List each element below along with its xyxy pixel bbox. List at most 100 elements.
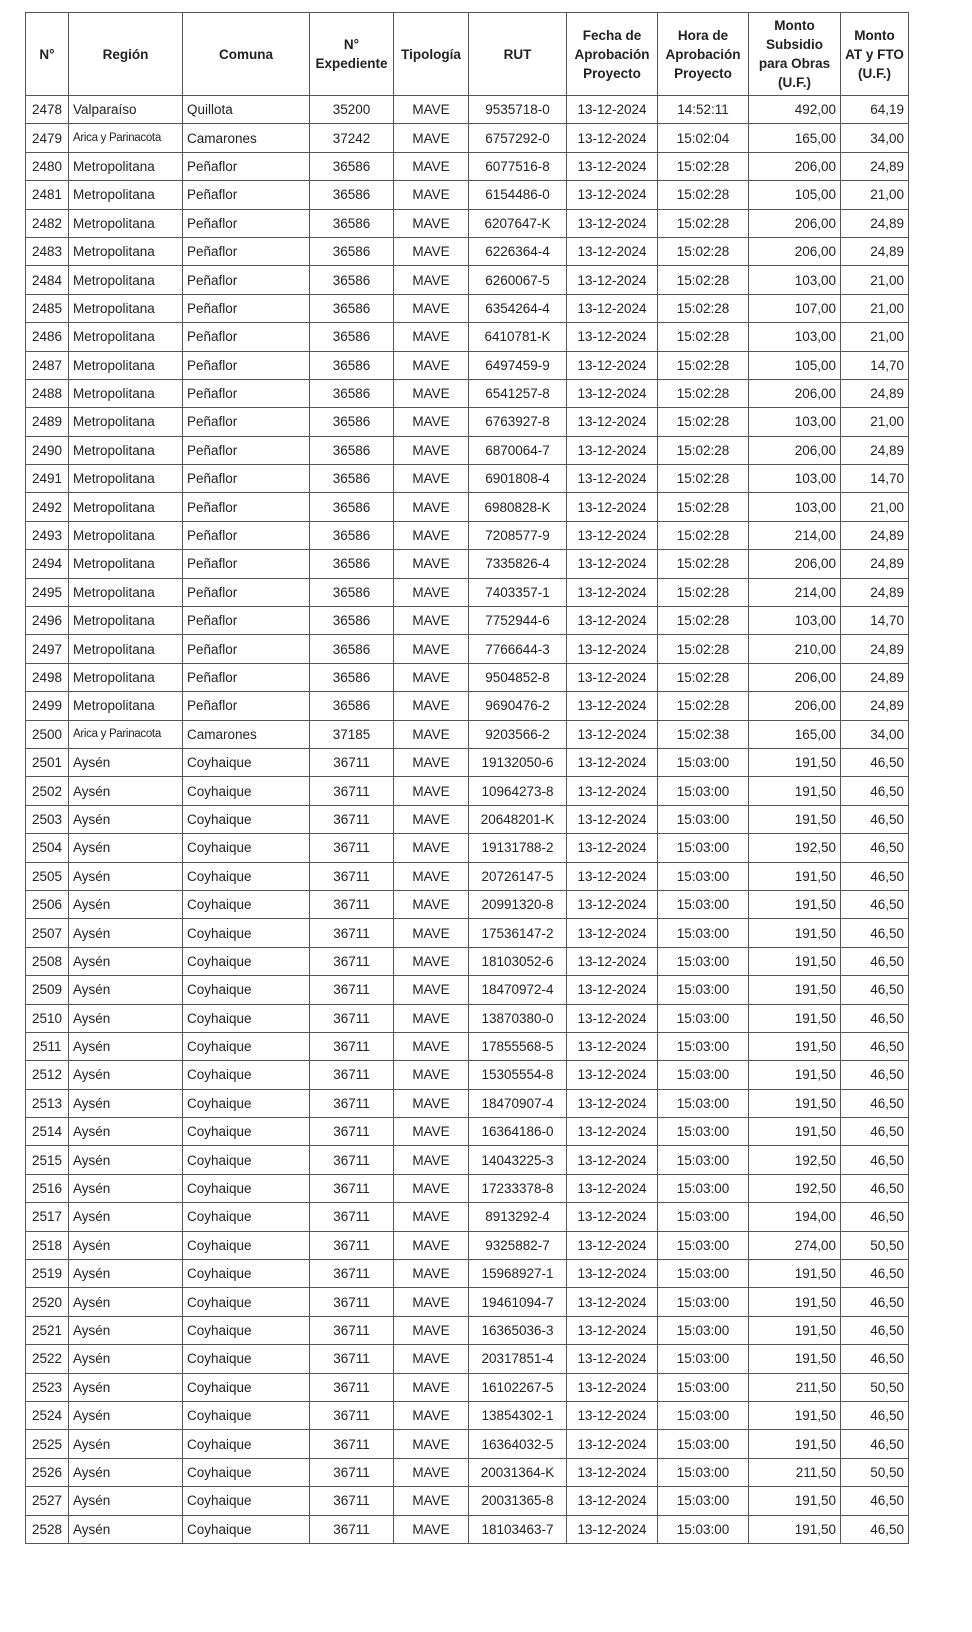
cell-region: Metropolitana xyxy=(68,577,183,608)
cell-number: 2490 xyxy=(25,435,69,466)
cell-region: Aysén xyxy=(68,833,183,863)
cell-comuna: Coyhaique xyxy=(182,1514,310,1544)
cell-hora: 15:03:00 xyxy=(657,1315,749,1346)
cell-hora: 15:02:28 xyxy=(657,606,749,636)
cell-number: 2506 xyxy=(25,889,69,920)
cell-expediente: 36586 xyxy=(309,265,394,295)
cell-comuna: Camarones xyxy=(182,123,310,153)
cell-monto-at-fto: 46,50 xyxy=(840,776,909,806)
cell-region: Aysén xyxy=(68,1372,183,1402)
cell-region: Metropolitana xyxy=(68,492,183,522)
table-row: 2509 Aysén Coyhaique 36711 MAVE 18470972-4 13-… xyxy=(25,975,909,1005)
cell-monto-at-fto: 24,89 xyxy=(840,577,909,608)
cell-monto-at-fto: 21,00 xyxy=(840,265,909,295)
cell-number: 2522 xyxy=(25,1344,69,1374)
table-row: 2522 Aysén Coyhaique 36711 MAVE 20317851-4 13-… xyxy=(25,1344,909,1374)
cell-region: Aysén xyxy=(68,1003,183,1033)
cell-tipologia: MAVE xyxy=(393,208,469,238)
cell-hora: 15:03:00 xyxy=(657,946,749,977)
cell-hora: 15:02:28 xyxy=(657,236,749,267)
cell-rut: 20317851-4 xyxy=(468,1344,567,1374)
cell-monto-at-fto: 14,70 xyxy=(840,350,909,380)
cell-monto-obras: 191,50 xyxy=(748,1003,841,1033)
cell-fecha: 13-12-2024 xyxy=(566,236,658,267)
column-header-fecha: Fecha de Aprobación Proyecto xyxy=(566,12,658,96)
cell-tipologia: MAVE xyxy=(393,236,469,267)
cell-region: Metropolitana xyxy=(68,151,183,182)
cell-number: 2480 xyxy=(25,151,69,182)
cell-region: Metropolitana xyxy=(68,520,183,551)
cell-region: Metropolitana xyxy=(68,634,183,664)
cell-monto-at-fto: 46,50 xyxy=(840,861,909,891)
cell-tipologia: MAVE xyxy=(393,1145,469,1175)
cell-comuna: Coyhaique xyxy=(182,1117,310,1147)
cell-monto-obras: 191,50 xyxy=(748,975,841,1005)
cell-fecha: 13-12-2024 xyxy=(566,1344,658,1374)
cell-comuna: Peñaflor xyxy=(182,407,310,437)
cell-monto-at-fto: 46,50 xyxy=(840,1031,909,1062)
cell-region: Aysén xyxy=(68,1429,183,1459)
cell-number: 2526 xyxy=(25,1457,69,1488)
cell-region: Metropolitana xyxy=(68,435,183,466)
cell-monto-obras: 214,00 xyxy=(748,520,841,551)
cell-rut: 18470907-4 xyxy=(468,1088,567,1119)
cell-tipologia: MAVE xyxy=(393,804,469,835)
cell-rut: 7752944-6 xyxy=(468,606,567,636)
table-row: 2480 Metropolitana Peñaflor 36586 MAVE 607751… xyxy=(25,151,909,182)
cell-hora: 15:02:28 xyxy=(657,293,749,324)
cell-rut: 7208577-9 xyxy=(468,520,567,551)
cell-rut: 7335826-4 xyxy=(468,549,567,579)
cell-expediente: 36711 xyxy=(309,1457,394,1488)
cell-monto-obras: 206,00 xyxy=(748,236,841,267)
cell-hora: 15:03:00 xyxy=(657,1173,749,1204)
cell-hora: 15:02:28 xyxy=(657,208,749,238)
cell-comuna: Coyhaique xyxy=(182,804,310,835)
cell-fecha: 13-12-2024 xyxy=(566,1088,658,1119)
cell-rut: 6077516-8 xyxy=(468,151,567,182)
cell-tipologia: MAVE xyxy=(393,1230,469,1261)
table-row: 2502 Aysén Coyhaique 36711 MAVE 10964273-8 13-… xyxy=(25,776,909,806)
cell-monto-obras: 103,00 xyxy=(748,492,841,522)
cell-monto-obras: 191,50 xyxy=(748,804,841,835)
cell-hora: 15:03:00 xyxy=(657,1486,749,1516)
cell-comuna: Coyhaique xyxy=(182,1486,310,1516)
cell-monto-at-fto: 21,00 xyxy=(840,322,909,352)
cell-hora: 15:03:00 xyxy=(657,1259,749,1289)
cell-fecha: 13-12-2024 xyxy=(566,94,658,125)
cell-tipologia: MAVE xyxy=(393,123,469,153)
cell-fecha: 13-12-2024 xyxy=(566,492,658,522)
cell-monto-obras: 206,00 xyxy=(748,549,841,579)
cell-hora: 15:03:00 xyxy=(657,1372,749,1402)
table-row: 2517 Aysén Coyhaique 36711 MAVE 8913292-4 13-1… xyxy=(25,1202,909,1232)
cell-region: Aysén xyxy=(68,946,183,977)
cell-number: 2495 xyxy=(25,577,69,608)
cell-number: 2478 xyxy=(25,94,69,125)
column-header-comuna: Comuna xyxy=(182,12,310,96)
cell-rut: 9325882-7 xyxy=(468,1230,567,1261)
cell-comuna: Coyhaique xyxy=(182,1230,310,1261)
cell-fecha: 13-12-2024 xyxy=(566,1202,658,1232)
cell-comuna: Coyhaique xyxy=(182,946,310,977)
cell-rut: 20031364-K xyxy=(468,1457,567,1488)
cell-monto-at-fto: 14,70 xyxy=(840,606,909,636)
cell-region: Aysén xyxy=(68,1202,183,1232)
cell-fecha: 13-12-2024 xyxy=(566,520,658,551)
cell-rut: 20648201-K xyxy=(468,804,567,835)
cell-region: Metropolitana xyxy=(68,407,183,437)
cell-expediente: 36586 xyxy=(309,492,394,522)
cell-tipologia: MAVE xyxy=(393,1060,469,1090)
cell-expediente: 36586 xyxy=(309,236,394,267)
cell-fecha: 13-12-2024 xyxy=(566,861,658,891)
cell-region: Metropolitana xyxy=(68,378,183,409)
cell-tipologia: MAVE xyxy=(393,577,469,608)
cell-expediente: 36586 xyxy=(309,151,394,182)
cell-fecha: 13-12-2024 xyxy=(566,407,658,437)
cell-monto-at-fto: 21,00 xyxy=(840,407,909,437)
cell-hora: 15:02:28 xyxy=(657,350,749,380)
cell-expediente: 36711 xyxy=(309,1514,394,1544)
cell-comuna: Peñaflor xyxy=(182,322,310,352)
cell-expediente: 36586 xyxy=(309,606,394,636)
cell-fecha: 13-12-2024 xyxy=(566,1429,658,1459)
cell-fecha: 13-12-2024 xyxy=(566,123,658,153)
cell-number: 2502 xyxy=(25,776,69,806)
